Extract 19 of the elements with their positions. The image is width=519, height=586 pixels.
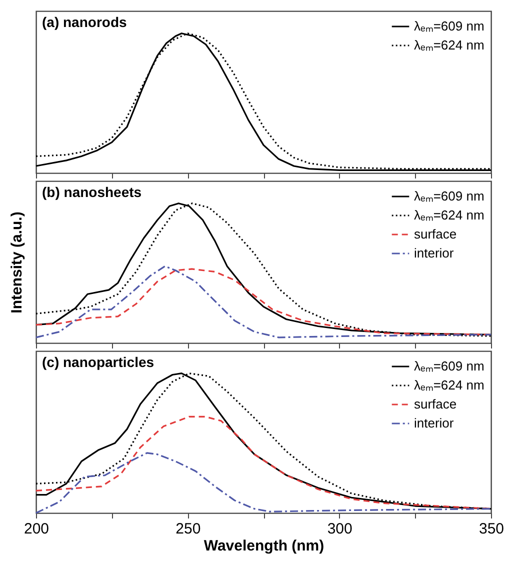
legend-label: λₑₘ=609 nm [414, 358, 484, 374]
x-tick-label: 250 [176, 520, 201, 538]
legend-label: λₑₘ=609 nm [414, 18, 484, 34]
x-tick-label: 200 [24, 520, 50, 538]
x-axis-title: Wavelength (nm) [204, 538, 324, 554]
legend-label: surface [414, 226, 457, 242]
y-axis-title: Intensity (a.u.) [8, 212, 26, 314]
legend-label: λₑₘ=624 nm [414, 38, 484, 52]
legend-label: λₑₘ=624 nm [414, 378, 484, 392]
legend-label: λₑₘ=624 nm [414, 208, 484, 222]
legend-label: λₑₘ=609 nm [414, 188, 484, 204]
chart-title: (a) nanorods [42, 14, 127, 30]
chart-title: (c) nanoparticles [42, 354, 154, 370]
x-tick-label: 350 [478, 520, 504, 538]
x-tick-label: 300 [327, 520, 352, 538]
legend-label: interior [414, 246, 454, 260]
legend-label: interior [414, 416, 454, 430]
legend-label: surface [414, 396, 457, 412]
chart-title: (b) nanosheets [42, 184, 142, 200]
